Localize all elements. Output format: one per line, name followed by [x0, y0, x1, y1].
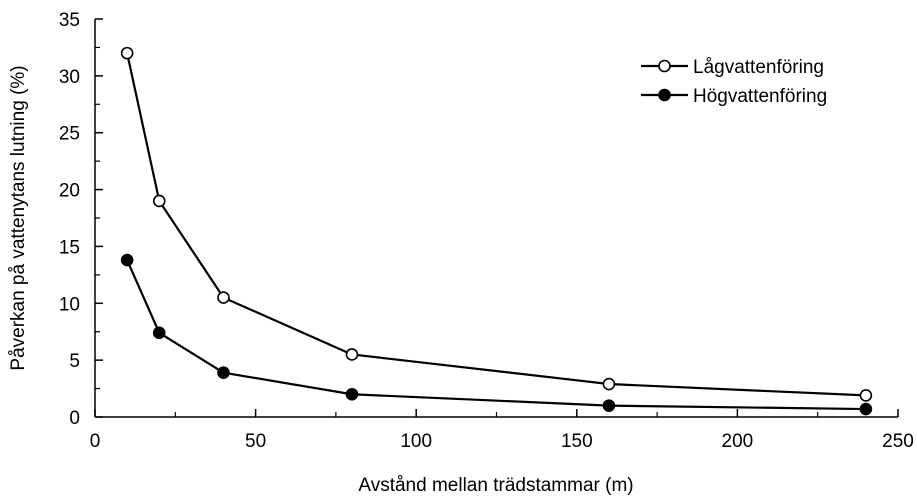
y-tick-label: 30 — [59, 67, 80, 88]
data-point-series-1 — [602, 377, 616, 391]
x-tick-label: 50 — [245, 431, 266, 452]
y-tick-label: 25 — [59, 124, 80, 145]
data-point-series-1 — [345, 348, 359, 361]
series-layer — [120, 46, 873, 416]
x-tick-label: 250 — [882, 431, 914, 452]
y-tick-label: 15 — [59, 237, 80, 258]
y-tick-label: 35 — [59, 10, 80, 31]
y-tick-label: 0 — [69, 408, 80, 429]
data-point-series-2 — [345, 387, 359, 401]
series-line-1 — [126, 52, 866, 397]
legend-marker — [658, 88, 671, 102]
x-tick-label: 200 — [722, 431, 754, 452]
y-tick-label: 5 — [69, 351, 80, 372]
data-point-series-2 — [152, 326, 166, 340]
y-axis-ticks: 0 5 10 15 20 25 30 35 — [59, 10, 103, 429]
plot-frame — [94, 19, 898, 418]
data-point-series-2 — [602, 399, 616, 412]
legend: Lågvattenföring Högvattenföring — [641, 57, 827, 107]
legend-label: Lågvattenföring — [693, 57, 824, 78]
data-point-series-2 — [120, 253, 134, 267]
legend-label: Högvattenföring — [693, 86, 827, 107]
y-tick-label: 20 — [59, 181, 80, 202]
data-point-series-1 — [859, 389, 873, 402]
y-tick-label: 10 — [59, 294, 80, 315]
y-axis-title: Påverkan på vattenytans lutning (%) — [8, 65, 29, 370]
legend-marker — [658, 59, 671, 73]
x-tick-label: 150 — [561, 431, 593, 452]
x-axis-title: Avstånd mellan trädstammar (m) — [358, 475, 633, 496]
x-tick-label: 0 — [90, 431, 101, 452]
x-tick-label: 100 — [400, 431, 432, 452]
data-point-series-1 — [152, 194, 166, 208]
data-point-series-2 — [217, 366, 230, 379]
x-axis-ticks: 0 50 100 150 200 250 — [90, 409, 914, 452]
series-line-2 — [126, 259, 866, 411]
data-point-series-2 — [859, 402, 873, 416]
data-point-series-1 — [217, 291, 230, 304]
data-point-series-1 — [120, 46, 134, 60]
